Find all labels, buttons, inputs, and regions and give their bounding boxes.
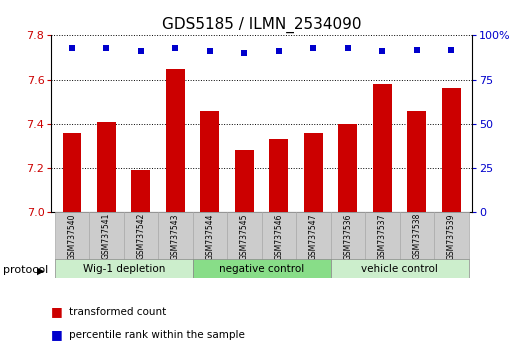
Text: GSM737537: GSM737537 <box>378 213 387 259</box>
Bar <box>434 212 468 260</box>
Text: protocol: protocol <box>3 265 48 275</box>
Bar <box>442 88 461 212</box>
Text: Wig-1 depletion: Wig-1 depletion <box>83 264 165 274</box>
Text: ■: ■ <box>51 305 63 318</box>
Bar <box>407 110 426 212</box>
Bar <box>339 124 358 212</box>
Text: transformed count: transformed count <box>69 307 167 316</box>
Bar <box>400 212 434 260</box>
Title: GDS5185 / ILMN_2534090: GDS5185 / ILMN_2534090 <box>162 16 361 33</box>
Text: GSM737547: GSM737547 <box>309 213 318 259</box>
Bar <box>158 212 193 260</box>
Text: GSM737546: GSM737546 <box>274 213 283 259</box>
Bar <box>97 122 116 212</box>
Bar <box>296 212 330 260</box>
Bar <box>227 212 262 260</box>
Text: GSM737543: GSM737543 <box>171 213 180 259</box>
Bar <box>193 212 227 260</box>
Bar <box>63 133 82 212</box>
Bar <box>330 259 468 278</box>
Bar <box>55 259 193 278</box>
Bar <box>89 212 124 260</box>
Bar <box>193 259 330 278</box>
Text: GSM737539: GSM737539 <box>447 213 456 259</box>
Text: GSM737540: GSM737540 <box>68 213 76 259</box>
Bar <box>365 212 400 260</box>
Bar <box>269 139 288 212</box>
Text: ■: ■ <box>51 328 63 341</box>
Bar <box>201 110 220 212</box>
Text: negative control: negative control <box>219 264 304 274</box>
Bar <box>131 170 150 212</box>
Text: GSM737536: GSM737536 <box>343 213 352 259</box>
Text: GSM737544: GSM737544 <box>205 213 214 259</box>
Bar <box>55 212 89 260</box>
Bar <box>124 212 158 260</box>
Bar <box>262 212 296 260</box>
Bar <box>304 133 323 212</box>
Text: percentile rank within the sample: percentile rank within the sample <box>69 330 245 339</box>
Bar <box>166 69 185 212</box>
Bar <box>235 150 254 212</box>
Bar <box>330 212 365 260</box>
Text: GSM737538: GSM737538 <box>412 213 421 259</box>
Text: vehicle control: vehicle control <box>361 264 438 274</box>
Text: GSM737541: GSM737541 <box>102 213 111 259</box>
Text: GSM737545: GSM737545 <box>240 213 249 259</box>
Text: ▶: ▶ <box>37 266 45 276</box>
Bar <box>373 84 392 212</box>
Text: GSM737542: GSM737542 <box>136 213 146 259</box>
